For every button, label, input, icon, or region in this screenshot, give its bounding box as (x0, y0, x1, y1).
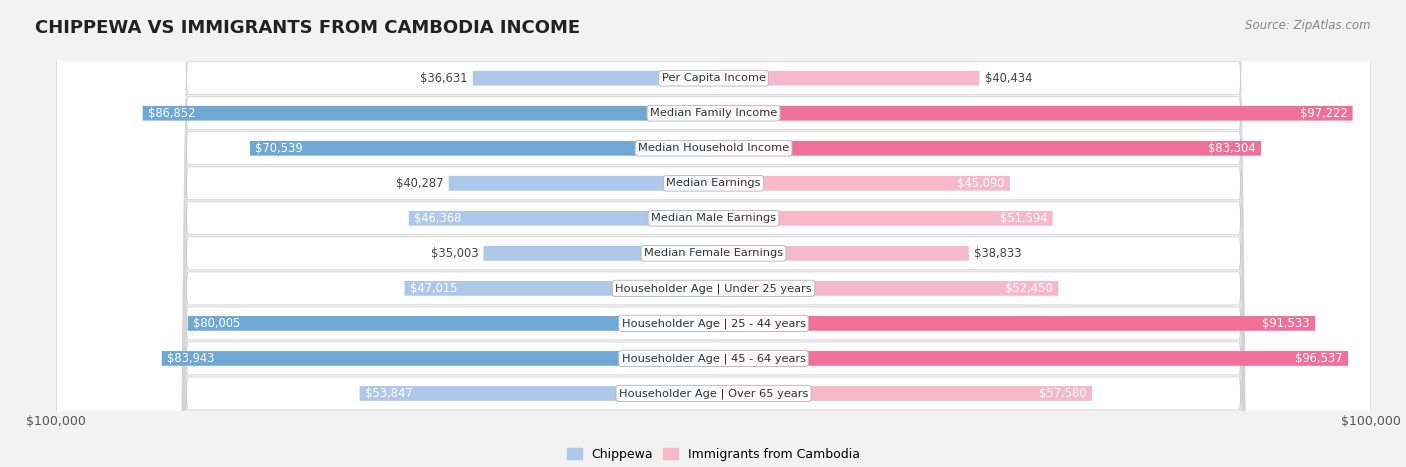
FancyBboxPatch shape (713, 154, 1010, 213)
Text: $83,304: $83,304 (1208, 142, 1256, 155)
FancyBboxPatch shape (162, 329, 713, 388)
Text: Median Family Income: Median Family Income (650, 108, 778, 118)
Text: $45,090: $45,090 (957, 177, 1005, 190)
FancyBboxPatch shape (56, 0, 1371, 467)
FancyBboxPatch shape (449, 154, 713, 213)
FancyBboxPatch shape (360, 364, 713, 423)
FancyBboxPatch shape (250, 119, 713, 178)
Text: $35,003: $35,003 (430, 247, 478, 260)
Text: $80,005: $80,005 (193, 317, 240, 330)
Text: $40,434: $40,434 (984, 72, 1032, 85)
FancyBboxPatch shape (56, 0, 1371, 467)
FancyBboxPatch shape (409, 189, 713, 248)
Text: Median Male Earnings: Median Male Earnings (651, 213, 776, 223)
FancyBboxPatch shape (713, 329, 1348, 388)
FancyBboxPatch shape (713, 294, 1315, 353)
Text: $47,015: $47,015 (409, 282, 457, 295)
Text: Median Female Earnings: Median Female Earnings (644, 248, 783, 258)
FancyBboxPatch shape (56, 0, 1371, 467)
FancyBboxPatch shape (56, 0, 1371, 467)
Text: $46,368: $46,368 (413, 212, 461, 225)
Text: $83,943: $83,943 (167, 352, 215, 365)
FancyBboxPatch shape (713, 224, 969, 283)
Text: Median Household Income: Median Household Income (638, 143, 789, 153)
Text: $53,847: $53,847 (366, 387, 412, 400)
Text: $86,852: $86,852 (148, 107, 195, 120)
FancyBboxPatch shape (56, 0, 1371, 467)
FancyBboxPatch shape (187, 294, 713, 353)
Legend: Chippewa, Immigrants from Cambodia: Chippewa, Immigrants from Cambodia (567, 448, 860, 461)
FancyBboxPatch shape (142, 84, 713, 143)
Text: $70,539: $70,539 (254, 142, 302, 155)
Text: Householder Age | 25 - 44 years: Householder Age | 25 - 44 years (621, 318, 806, 329)
Text: Householder Age | Over 65 years: Householder Age | Over 65 years (619, 388, 808, 399)
Text: CHIPPEWA VS IMMIGRANTS FROM CAMBODIA INCOME: CHIPPEWA VS IMMIGRANTS FROM CAMBODIA INC… (35, 19, 581, 37)
Text: $40,287: $40,287 (396, 177, 443, 190)
FancyBboxPatch shape (713, 259, 1059, 318)
FancyBboxPatch shape (56, 0, 1371, 467)
Text: Householder Age | Under 25 years: Householder Age | Under 25 years (616, 283, 811, 294)
FancyBboxPatch shape (713, 364, 1092, 423)
FancyBboxPatch shape (56, 0, 1371, 467)
Text: Source: ZipAtlas.com: Source: ZipAtlas.com (1246, 19, 1371, 32)
FancyBboxPatch shape (484, 224, 713, 283)
Text: $97,222: $97,222 (1299, 107, 1347, 120)
Text: Householder Age | 45 - 64 years: Householder Age | 45 - 64 years (621, 353, 806, 364)
FancyBboxPatch shape (472, 49, 713, 108)
FancyBboxPatch shape (56, 0, 1371, 467)
Text: $91,533: $91,533 (1263, 317, 1310, 330)
FancyBboxPatch shape (56, 0, 1371, 467)
FancyBboxPatch shape (713, 189, 1053, 248)
Text: $38,833: $38,833 (974, 247, 1022, 260)
Text: Median Earnings: Median Earnings (666, 178, 761, 188)
Text: Per Capita Income: Per Capita Income (662, 73, 765, 83)
FancyBboxPatch shape (713, 84, 1353, 143)
Text: $96,537: $96,537 (1295, 352, 1343, 365)
FancyBboxPatch shape (405, 259, 713, 318)
Text: $36,631: $36,631 (420, 72, 468, 85)
Text: $57,580: $57,580 (1039, 387, 1087, 400)
Text: $52,450: $52,450 (1005, 282, 1053, 295)
Text: $51,594: $51,594 (1000, 212, 1047, 225)
FancyBboxPatch shape (713, 49, 980, 108)
FancyBboxPatch shape (56, 0, 1371, 467)
FancyBboxPatch shape (713, 119, 1261, 178)
